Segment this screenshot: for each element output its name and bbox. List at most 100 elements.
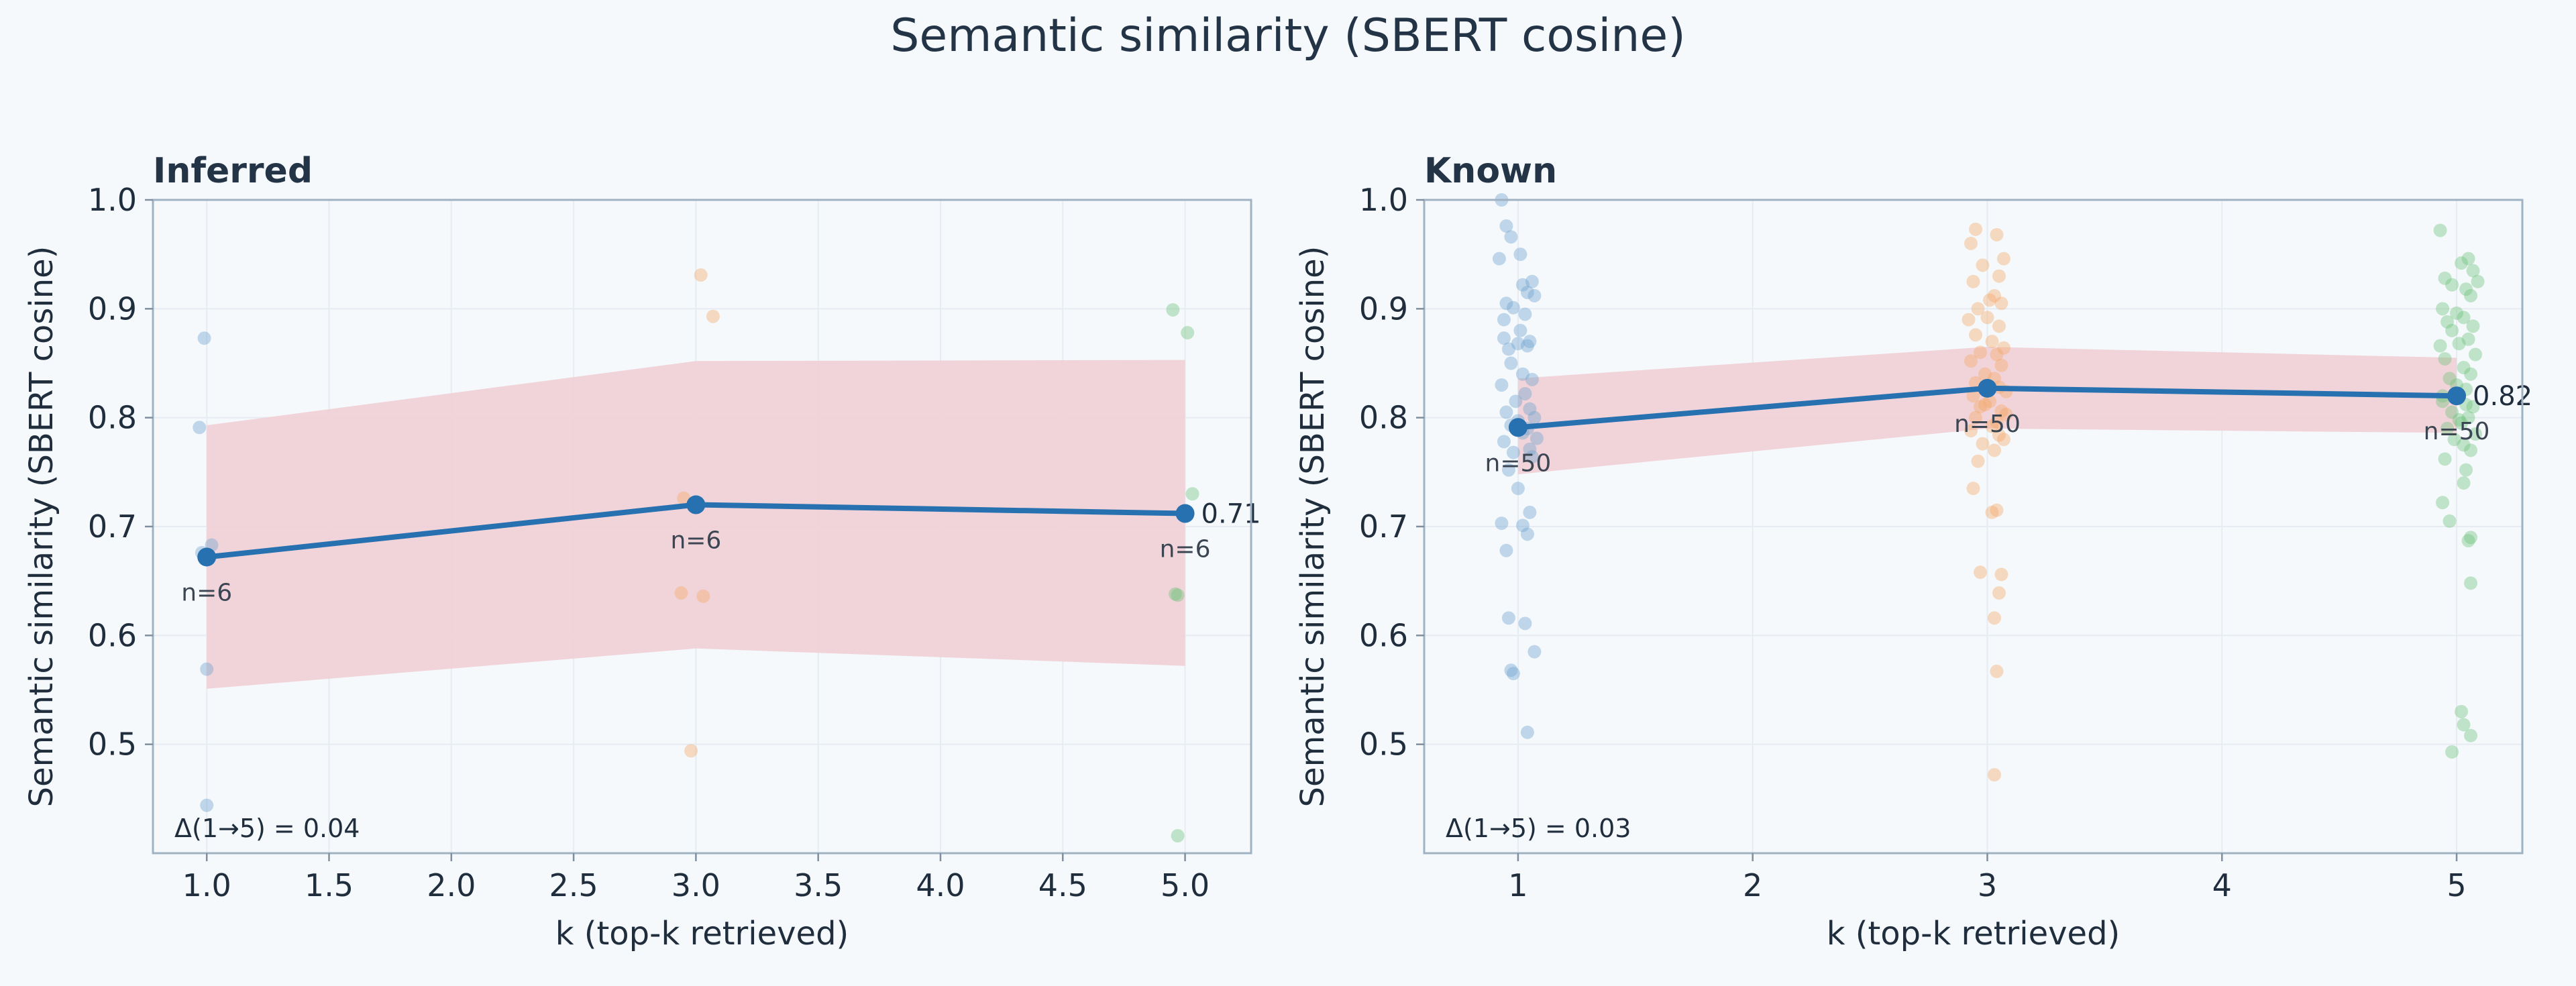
- panel-2-point-k3: [1980, 311, 1994, 325]
- panel-2-point-k1: [1504, 663, 1518, 677]
- panel-2-point-k1: [1520, 339, 1534, 353]
- panel-2-point-k3: [1964, 424, 1978, 438]
- panel-2-point-k3: [1994, 296, 2008, 311]
- panel-1-point-k5: [1171, 829, 1185, 843]
- panel-2-point-k3: [1966, 389, 1980, 403]
- panel-2-point-k1: [1504, 230, 1518, 244]
- panel-1-x-tick-label: 1.0: [182, 867, 231, 903]
- panel-2-point-k5: [2461, 332, 2475, 346]
- panel-2-point-k1: [1499, 296, 1513, 311]
- panel-2-point-k3: [1992, 269, 2006, 283]
- panel-2-point-k5: [2438, 352, 2452, 366]
- panel-2-y-tick-label: 0.8: [1359, 400, 1408, 436]
- panel-2-point-k3: [1968, 222, 1982, 236]
- panel-2-point-k3: [1987, 288, 2001, 303]
- panel-2-point-k5: [2459, 463, 2473, 477]
- panel-2-point-k5: [2464, 576, 2478, 590]
- panel-2-point-k1: [1527, 410, 1542, 425]
- panel-1-point-k1: [197, 331, 211, 345]
- panel-2-point-k3: [1990, 415, 2004, 429]
- panel-2-point-k1: [1499, 543, 1513, 557]
- panel-2-n-label: n=50: [1485, 449, 1552, 477]
- panel-2-point-k3: [1992, 428, 2006, 442]
- panel-2-point-k1: [1499, 405, 1513, 419]
- panel-2-point-k3: [1992, 319, 2006, 333]
- panel-2-end-value-label: 0.82: [2473, 381, 2532, 412]
- panel-2-y-tick-label: 1.0: [1359, 182, 1408, 218]
- panel-2-point-k3: [1966, 274, 1980, 288]
- panel-2-point-k1: [1501, 342, 1515, 356]
- panel-2-point-k5: [2455, 704, 2469, 718]
- panel-1-point-k3: [684, 744, 698, 758]
- panel-1-mean-marker: [197, 547, 217, 567]
- panel-2-point-k3: [1971, 302, 1985, 316]
- panel-2-point-k3: [1976, 258, 1990, 272]
- panel-1-panel-title: Inferred: [153, 151, 313, 191]
- panel-2-point-k5: [2445, 323, 2459, 337]
- panel-1-y-tick-label: 0.5: [88, 726, 137, 763]
- panel-2-point-k1: [1497, 313, 1511, 327]
- panel-2-y-tick-label: 0.5: [1359, 726, 1408, 763]
- panel-2-point-k3: [1968, 410, 1982, 425]
- panel-2-point-k5: [2471, 274, 2485, 288]
- panel-2-x-tick-label: 2: [1743, 867, 1762, 903]
- panel-1-x-tick-label: 1.5: [305, 867, 354, 903]
- panel-1-x-tick-label: 3.0: [672, 867, 720, 903]
- panel-2-point-k3: [1973, 400, 1987, 414]
- panel-2-point-k1: [1527, 645, 1542, 659]
- panel-2-point-k5: [2464, 531, 2478, 545]
- panel-2-point-k3: [1971, 454, 1985, 468]
- panel-2-y-axis-label: Semantic similarity (SBERT cosine): [1294, 246, 1332, 808]
- panel-1-x-tick-label: 3.5: [794, 867, 843, 903]
- panel-2-point-k5: [2466, 264, 2480, 278]
- panel-2-point-k5: [2459, 282, 2473, 296]
- panel-2-point-k3: [1987, 768, 2001, 782]
- panel-1-x-tick-label: 4.5: [1038, 867, 1087, 903]
- panel-2-point-k1: [1515, 518, 1529, 533]
- panel-2-point-k5: [2438, 452, 2452, 466]
- panel-2-point-k3: [1978, 367, 1992, 381]
- panel-1-point-k5: [1168, 587, 1182, 601]
- panel-2-point-k5: [2452, 337, 2466, 351]
- panel-1-y-tick-label: 0.7: [88, 508, 137, 545]
- panel-2-point-k5: [2464, 728, 2478, 743]
- panel-1-point-k5: [1171, 588, 1185, 602]
- panel-2-point-k3: [1994, 567, 2008, 582]
- panel-2-point-k3: [1966, 482, 1980, 496]
- panel-2-point-k3: [1964, 236, 1978, 250]
- panel-2-point-k3: [1990, 664, 2004, 678]
- panel-2-point-k5: [2461, 534, 2475, 548]
- panel-2-x-tick-label: 5: [2447, 867, 2466, 903]
- panel-1-point-k1: [200, 662, 214, 676]
- panel-2-point-k1: [1523, 505, 1537, 519]
- panel-2-point-k1: [1523, 402, 1537, 416]
- panel-2-point-k1: [1520, 285, 1534, 299]
- panel-2-point-k5: [2436, 496, 2450, 510]
- panel-2-y-tick-label: 0.6: [1359, 617, 1408, 653]
- panel-2-point-k1: [1504, 356, 1518, 370]
- panel-2-point-k1: [1518, 307, 1532, 321]
- panel-2-point-k5: [2457, 311, 2471, 325]
- panel-2-point-k3: [1996, 252, 2010, 266]
- panel-2-point-k3: [1987, 611, 2001, 625]
- panel-2-point-k1: [1506, 445, 1520, 459]
- panel-2-point-k5: [2464, 367, 2478, 381]
- panel-2-point-k5: [2433, 223, 2447, 237]
- panel-2-point-k1: [1525, 372, 1539, 386]
- panel-2-point-k3: [1985, 419, 1999, 433]
- panel-2-point-k3: [1973, 565, 1987, 580]
- panel-2-point-k3: [1964, 354, 1978, 368]
- panel-2-point-k3: [1996, 433, 2010, 447]
- panel-2-point-k5: [2438, 271, 2452, 285]
- panel-2-point-k3: [1982, 394, 1996, 408]
- panel-1-point-k1: [193, 421, 207, 435]
- panel-2-y-tick-label: 0.7: [1359, 508, 1408, 545]
- panel-2-point-k5: [2457, 360, 2471, 374]
- panel-1-point-k3: [706, 309, 720, 323]
- panel-2-point-k5: [2455, 416, 2469, 430]
- panel-1-y-axis-label: Semantic similarity (SBERT cosine): [23, 246, 60, 808]
- panel-1-y-tick-label: 1.0: [88, 182, 137, 218]
- panel-2-point-k1: [1527, 288, 1542, 303]
- panel-2-point-k5: [2457, 438, 2471, 452]
